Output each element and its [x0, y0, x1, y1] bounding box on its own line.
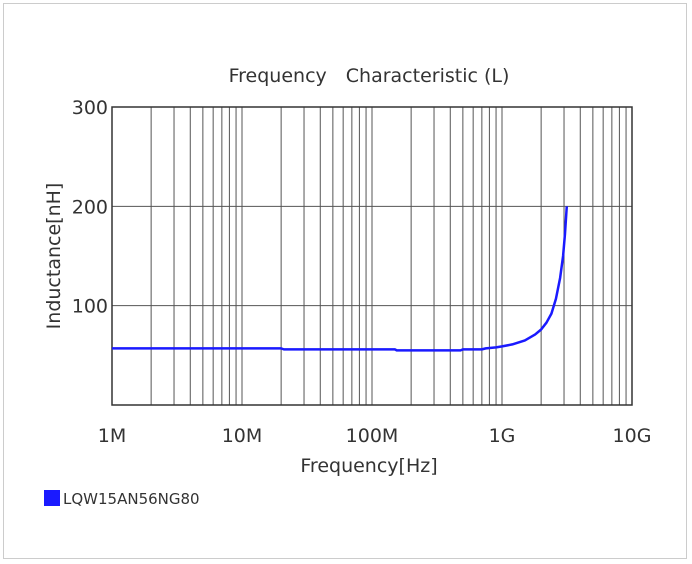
chart-frame [3, 3, 687, 559]
y-tick-label: 300 [72, 97, 108, 119]
x-tick-label: 10M [222, 425, 263, 447]
x-tick-labels: 1M 10M 100M 1G 10G [98, 425, 652, 447]
legend-swatch [44, 490, 60, 506]
y-tick-labels: 100 200 300 [72, 97, 108, 318]
series-line [112, 206, 569, 352]
x-axis-label: Frequency[Hz] [300, 455, 437, 477]
legend: LQW15AN56NG80 [44, 490, 200, 508]
legend-label: LQW15AN56NG80 [63, 490, 200, 508]
y-tick-label: 200 [72, 196, 108, 218]
plot-area [111, 106, 633, 406]
x-tick-label: 10G [613, 425, 652, 447]
series-lines [112, 206, 569, 352]
y-tick-label: 100 [72, 296, 108, 318]
grid [112, 106, 632, 405]
x-tick-label: 100M [346, 425, 399, 447]
y-axis-label: Inductance[nH] [43, 183, 65, 330]
x-tick-label: 1G [489, 425, 516, 447]
chart-title: Frequency Characteristic (L) [229, 65, 510, 87]
x-tick-label: 1M [98, 425, 126, 447]
